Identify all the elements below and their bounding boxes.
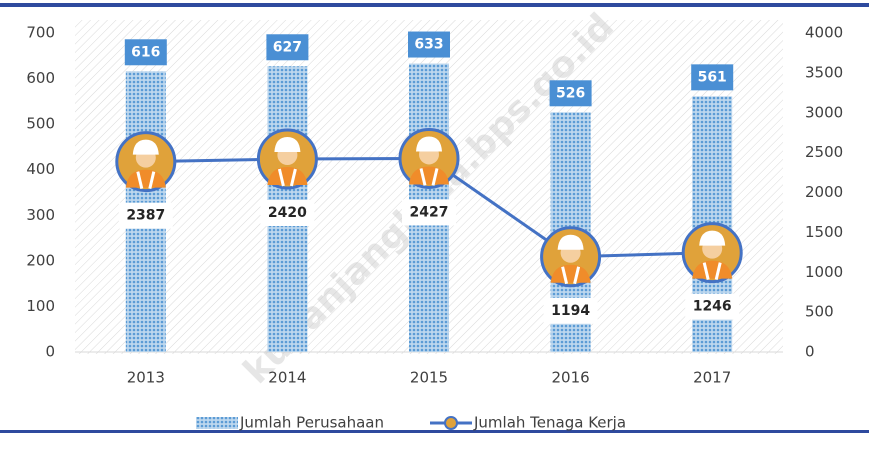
value-label-box: [124, 39, 167, 66]
y2-tick-label: 500: [805, 303, 834, 321]
line-marker: [398, 127, 460, 189]
x-tick-label: 2014: [268, 369, 306, 387]
worker-body: [267, 167, 308, 186]
value-label: 616: [131, 44, 160, 60]
y2-tick-label: 1000: [805, 263, 843, 281]
y2-tick-label: 3000: [805, 103, 843, 121]
y-tick-label: 400: [26, 160, 55, 178]
worker-body: [125, 169, 166, 188]
value-label-box: [260, 200, 315, 227]
value-label: 1194: [551, 303, 590, 319]
x-tick-label: 2016: [552, 369, 590, 387]
x-tick-label: 2015: [410, 369, 448, 387]
y-tick-label: 300: [26, 206, 55, 224]
value-label: 1246: [693, 299, 732, 315]
y-tick-label: 500: [26, 115, 55, 133]
value-label: 526: [556, 85, 585, 101]
value-label-box: [549, 80, 592, 107]
legend-label: Jumlah Tenaga Kerja: [473, 414, 626, 432]
value-label-box: [402, 199, 456, 226]
y-tick-label: 600: [26, 69, 55, 87]
y2-tick-label: 0: [805, 343, 815, 361]
worker-body: [409, 166, 449, 185]
legend-swatch: [196, 417, 238, 429]
legend-marker: [444, 416, 458, 430]
worker-vest: [136, 171, 156, 189]
value-label: 633: [414, 37, 443, 53]
value-label: 627: [273, 39, 302, 55]
worker-vest: [561, 266, 581, 285]
y2-tick-label: 4000: [805, 24, 843, 42]
value-label: 2420: [268, 205, 307, 221]
worker-body: [692, 260, 733, 279]
worker-vest: [419, 168, 439, 186]
line-marker: [256, 128, 318, 190]
value-label-box: [408, 31, 450, 58]
y-tick-label: 200: [26, 251, 55, 269]
y-tick-label: 100: [26, 297, 55, 315]
value-label: 2427: [410, 204, 449, 220]
y2-tick-label: 2500: [805, 143, 843, 161]
value-label: 561: [698, 69, 727, 85]
top-rule: [0, 3, 869, 7]
line-marker: [115, 131, 177, 193]
value-label-box: [543, 297, 598, 324]
worker-body: [550, 264, 591, 283]
value-label: 2387: [126, 208, 165, 224]
x-tick-label: 2013: [127, 369, 165, 387]
legend-label: Jumlah Perusahaan: [239, 414, 384, 432]
y2-tick-label: 3500: [805, 63, 843, 81]
worker-helmet: [699, 230, 726, 246]
value-label-box: [118, 202, 173, 229]
line-marker: [540, 226, 602, 288]
value-label-box: [266, 34, 309, 61]
worker-helmet: [132, 139, 159, 155]
worker-vest: [277, 168, 297, 187]
bottom-rule: [0, 430, 869, 433]
worker-vest: [702, 262, 722, 280]
y-tick-label: 700: [26, 24, 55, 42]
y2-tick-label: 2000: [805, 183, 843, 201]
value-label-box: [685, 293, 740, 320]
x-tick-label: 2017: [693, 369, 731, 387]
line-marker: [681, 222, 743, 284]
y-tick-label: 0: [45, 343, 55, 361]
y2-tick-label: 1500: [805, 223, 843, 241]
worker-helmet: [557, 234, 584, 250]
worker-helmet: [416, 136, 442, 152]
value-label-box: [691, 64, 734, 91]
worker-helmet: [274, 137, 301, 153]
